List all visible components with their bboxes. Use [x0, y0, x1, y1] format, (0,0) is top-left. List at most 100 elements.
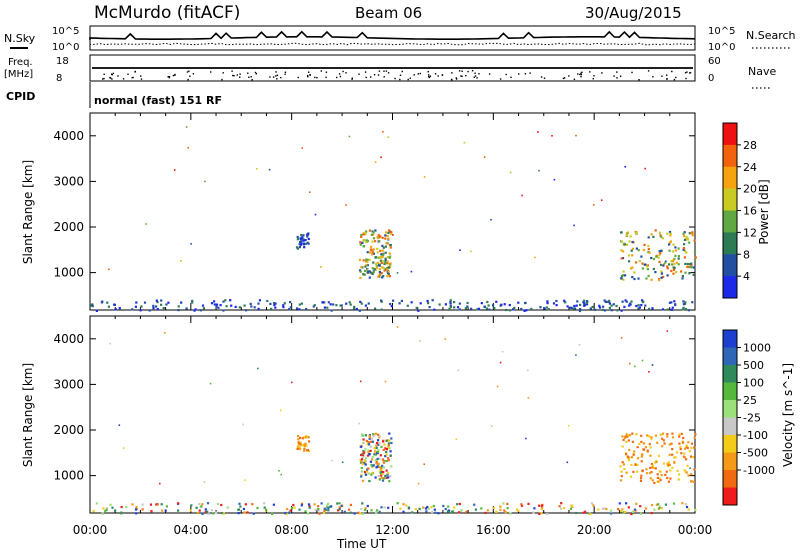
colorbar-tick-label: 16 — [743, 205, 757, 218]
data-cell — [506, 502, 509, 505]
data-cell — [659, 252, 662, 255]
data-cell — [303, 246, 306, 249]
colorbar-segment — [723, 123, 737, 146]
data-cell — [655, 503, 658, 506]
data-cell — [487, 304, 490, 307]
data-cell — [560, 502, 563, 505]
data-cell — [610, 304, 613, 307]
scatter-cell — [190, 243, 192, 245]
noise-traces — [89, 30, 696, 46]
data-cell — [368, 270, 371, 273]
data-cell — [371, 458, 374, 461]
data-cell — [317, 507, 320, 511]
nave-point — [297, 76, 299, 79]
power-colorbar-label: Power [dB] — [757, 179, 771, 244]
data-cell — [673, 456, 676, 459]
data-cell — [641, 299, 644, 302]
data-cell — [681, 441, 685, 444]
data-cell — [377, 474, 380, 477]
nave-point — [134, 70, 136, 73]
nave-point — [192, 73, 195, 75]
data-cell — [669, 232, 672, 235]
data-cell — [216, 502, 220, 506]
data-cell — [513, 306, 516, 309]
data-cell — [362, 259, 365, 262]
nave-point — [254, 71, 257, 74]
data-cell — [407, 506, 410, 509]
data-cell — [552, 302, 556, 305]
data-cell — [618, 502, 621, 505]
data-cell — [623, 467, 626, 471]
data-cell — [370, 464, 373, 467]
data-cell — [378, 240, 381, 243]
data-cell — [661, 445, 664, 448]
nave-point — [338, 73, 341, 75]
data-cell — [106, 301, 109, 304]
data-cell — [95, 502, 98, 505]
data-cell — [566, 305, 569, 308]
data-cell — [688, 241, 691, 244]
nave-point — [140, 75, 142, 77]
data-cell — [430, 506, 433, 509]
data-cell — [605, 507, 608, 511]
data-cell — [668, 463, 671, 466]
data-cell — [118, 307, 121, 310]
data-cell — [664, 503, 667, 506]
data-cell — [323, 306, 326, 309]
nave-point — [127, 73, 129, 75]
data-cell — [639, 505, 642, 508]
data-cell — [177, 509, 180, 512]
data-cell — [653, 481, 656, 485]
data-cell — [406, 304, 409, 307]
nave-point — [275, 75, 277, 77]
data-cell — [691, 231, 694, 234]
data-cell — [616, 309, 619, 312]
nave-point — [465, 75, 467, 77]
data-cell — [230, 304, 233, 307]
data-cell — [380, 253, 383, 256]
data-cell — [679, 448, 682, 451]
y-tick-label: 1000 — [53, 469, 84, 483]
data-cell — [655, 460, 658, 463]
data-cell — [654, 434, 657, 437]
data-cell — [365, 263, 368, 267]
data-cell — [387, 471, 390, 475]
scatter-cell — [444, 338, 447, 340]
data-cell — [402, 510, 405, 513]
data-cell — [359, 243, 362, 246]
scatter-cell — [689, 467, 691, 469]
data-cell — [327, 502, 330, 505]
data-cell — [372, 248, 375, 251]
colorbar-segment — [723, 365, 737, 383]
data-cell — [239, 505, 242, 508]
data-cell — [378, 435, 381, 438]
data-cell — [206, 502, 210, 505]
nsky-tick-top: 10^5 — [52, 26, 79, 37]
data-cell — [378, 510, 381, 513]
data-cell — [453, 306, 456, 309]
data-cell — [685, 445, 688, 449]
scatter-cell — [534, 256, 536, 259]
data-cell — [332, 303, 335, 306]
data-cell — [692, 456, 695, 459]
data-cell — [575, 304, 578, 307]
data-cell — [460, 509, 463, 512]
data-cell — [301, 236, 304, 239]
data-cell — [635, 433, 638, 436]
data-cell — [396, 502, 399, 505]
data-cell — [678, 442, 681, 445]
nave-point — [399, 74, 402, 76]
data-cell — [360, 266, 363, 269]
scatter-cell — [410, 270, 413, 273]
data-cell — [658, 253, 661, 257]
data-cell — [424, 507, 428, 510]
data-cell — [661, 237, 664, 240]
data-cell — [306, 512, 309, 515]
data-cell — [684, 271, 687, 274]
data-cell — [649, 472, 652, 475]
data-cell — [92, 510, 95, 513]
data-cell — [374, 476, 377, 479]
data-cell — [369, 440, 372, 443]
data-cell — [368, 480, 371, 483]
data-cell — [453, 506, 456, 509]
